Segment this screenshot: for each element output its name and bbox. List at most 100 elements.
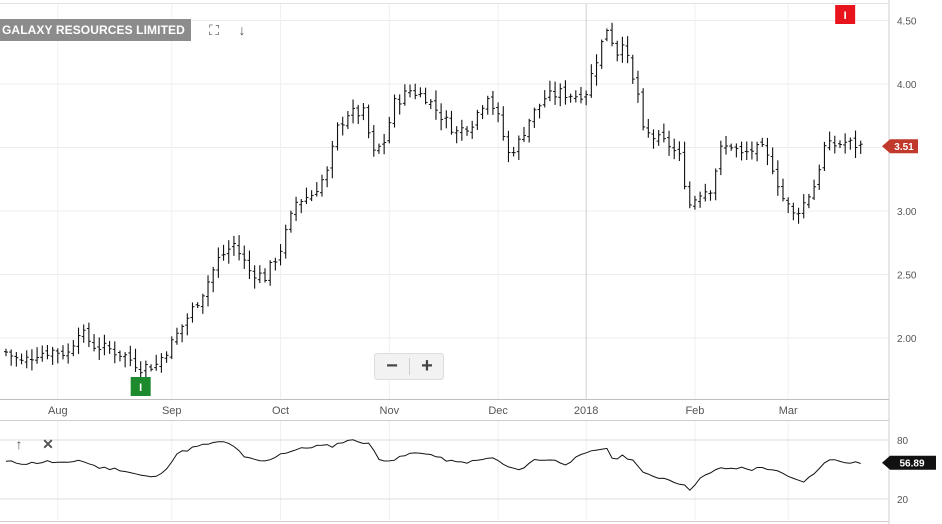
ohlc-bar	[682, 141, 687, 190]
ohlc-bar	[159, 353, 164, 373]
ohlc-bar	[19, 353, 24, 365]
ohlc-bar	[620, 36, 625, 63]
ohlc-bar	[775, 160, 780, 196]
ohlc-bar	[66, 343, 71, 364]
ohlc-bar	[107, 340, 112, 354]
arrow-up-icon[interactable]: ↑	[15, 436, 23, 452]
ohlc-bar	[729, 143, 734, 151]
ohlc-bar	[76, 327, 81, 355]
ohlc-bar	[812, 179, 817, 200]
ohlc-bar	[490, 90, 495, 115]
ohlc-bar	[413, 83, 418, 100]
ohlc-bar	[749, 141, 754, 160]
ohlc-bar	[185, 313, 190, 336]
ohlc-bar	[439, 103, 444, 131]
ohlc-bar	[454, 126, 459, 144]
ohlc-bar	[501, 106, 506, 141]
ohlc-bar	[506, 130, 511, 163]
time-tick-label: 2018	[574, 405, 598, 417]
ohlc-bar	[475, 109, 480, 130]
ohlc-bar	[376, 143, 381, 154]
zoom-out-button[interactable]: −	[386, 355, 398, 377]
ohlc-bar	[237, 235, 242, 261]
rsi-value-tag	[882, 455, 936, 470]
ohlc-bar	[661, 123, 666, 143]
ohlc-bar	[102, 334, 107, 356]
time-tick-label: Aug	[48, 405, 68, 417]
ohlc-bar	[340, 116, 345, 136]
ohlc-bar	[589, 64, 594, 98]
ohlc-bar	[724, 135, 729, 155]
ohlc-bar	[832, 135, 837, 154]
ohlc-bar	[387, 116, 392, 144]
ohlc-bar	[630, 54, 635, 84]
ohlc-bar	[449, 110, 454, 135]
ohlc-bar	[169, 336, 174, 360]
ohlc-bar	[822, 141, 827, 171]
ohlc-bar	[713, 168, 718, 201]
ohlc-bar	[335, 122, 340, 151]
zoom-in-button[interactable]: +	[421, 355, 433, 377]
ohlc-bar	[128, 345, 133, 367]
expand-icon[interactable]: ⛶	[209, 22, 219, 38]
ohlc-bar	[465, 126, 470, 136]
ohlc-bar	[485, 95, 490, 115]
ohlc-bar	[252, 265, 257, 289]
ohlc-bar	[718, 140, 723, 176]
close-icon[interactable]: ✕	[42, 436, 54, 452]
ohlc-bar	[294, 196, 299, 221]
download-arrow-icon[interactable]: ↓	[238, 22, 246, 38]
ohlc-bar	[625, 36, 630, 64]
ohlc-bar	[568, 93, 573, 103]
ohlc-bar	[392, 94, 397, 128]
ohlc-bar	[154, 354, 159, 371]
ohlc-bar	[257, 265, 262, 284]
ohlc-bar	[646, 118, 651, 138]
ohlc-bar	[29, 349, 34, 371]
ohlc-bar	[532, 107, 537, 128]
ohlc-bar	[288, 210, 293, 233]
ohlc-bar	[319, 174, 324, 197]
ohlc-bar	[133, 348, 138, 372]
ohlc-bar	[635, 70, 640, 103]
last-price-label: 3.51	[894, 142, 914, 153]
event-marker	[835, 5, 856, 24]
event-marker-label: I	[844, 10, 847, 22]
zoom-controls: − +	[374, 353, 444, 380]
zoom-divider	[409, 358, 410, 375]
ohlc-bar	[206, 275, 211, 307]
ohlc-bar	[97, 337, 102, 361]
ohlc-bar	[423, 87, 428, 105]
ohlc-bar	[50, 346, 55, 365]
ohlc-bar	[4, 348, 8, 357]
ohlc-bar	[314, 182, 319, 197]
ohlc-bar	[853, 130, 858, 159]
ohlc-bar	[843, 133, 848, 154]
ohlc-bar	[553, 81, 558, 105]
ohlc-bar	[86, 322, 91, 348]
ohlc-bar	[511, 146, 516, 157]
ohlc-bar	[480, 105, 485, 120]
ohlc-bar	[692, 195, 697, 210]
ohlc-bar	[408, 84, 413, 98]
ohlc-bar	[382, 133, 387, 155]
ohlc-bar	[9, 349, 14, 366]
ohlc-bar	[123, 352, 128, 368]
ohlc-bar	[433, 90, 438, 120]
ohlc-bar	[14, 352, 19, 367]
ohlc-bar	[283, 224, 288, 259]
ohlc-bar	[563, 80, 568, 105]
ohlc-bar	[351, 99, 356, 124]
ohlc-bar	[610, 22, 615, 47]
ohlc-bar	[211, 266, 216, 293]
ohlc-bar	[547, 80, 552, 102]
ohlc-bar	[656, 130, 661, 146]
ohlc-bar	[195, 302, 200, 309]
ohlc-bar	[604, 28, 609, 42]
ohlc-bar	[594, 54, 599, 86]
ohlc-bar	[402, 84, 407, 106]
time-tick-label: Mar	[779, 405, 798, 417]
ohlc-bar	[459, 119, 464, 141]
